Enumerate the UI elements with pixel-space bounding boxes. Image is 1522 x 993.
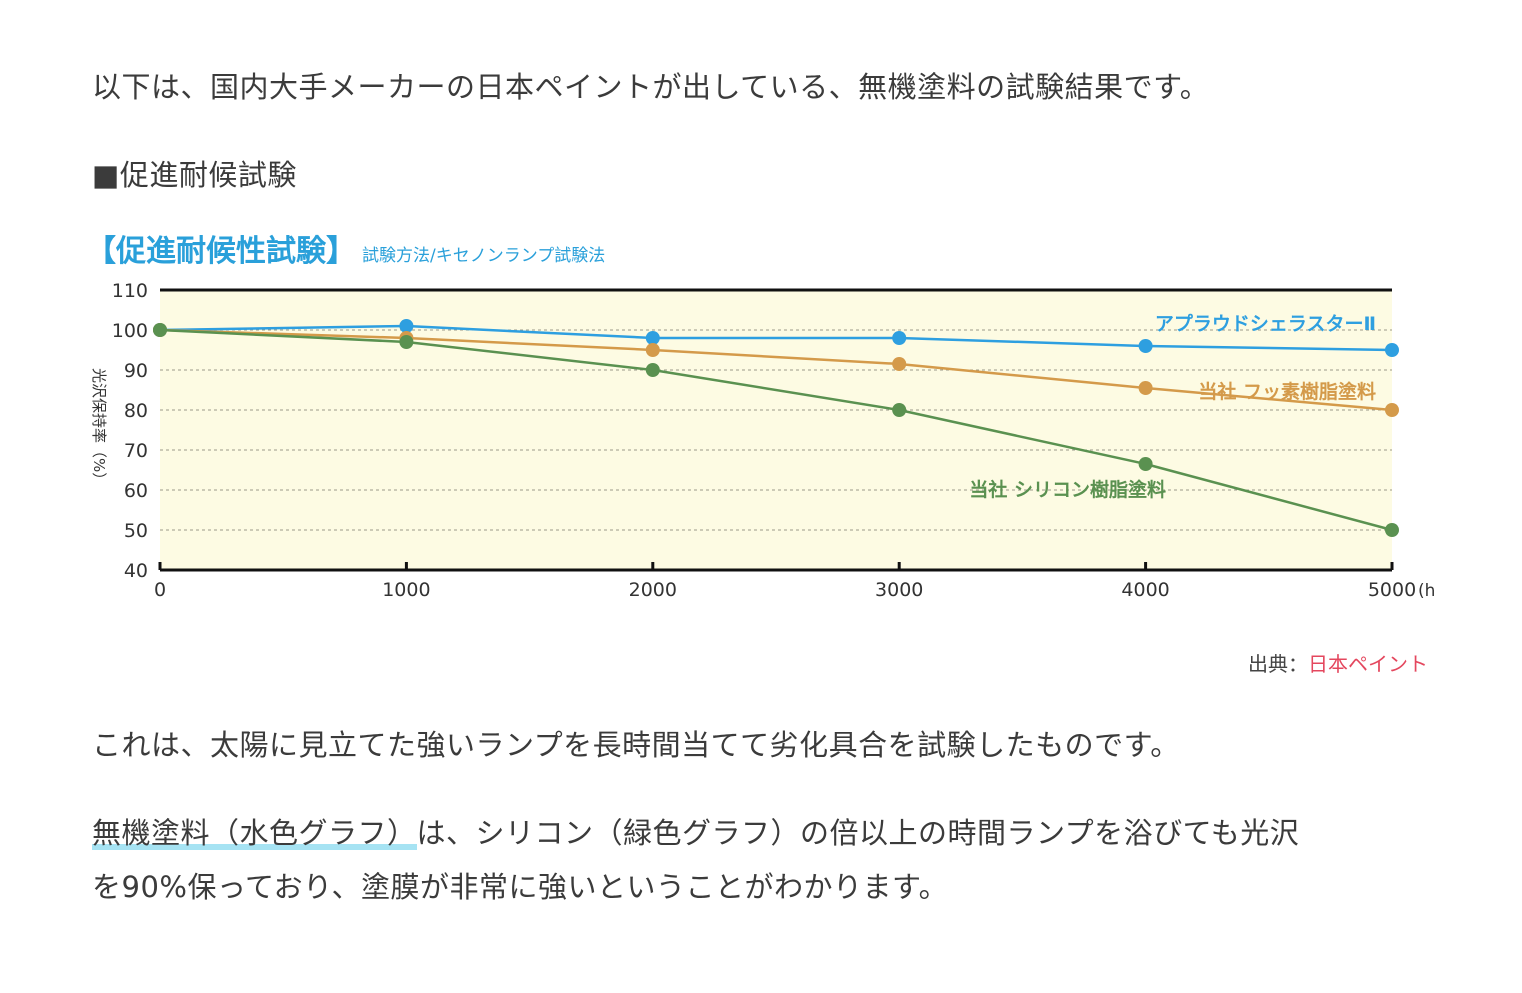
explanation-paragraph: これは、太陽に見立てた強いランプを長時間当てて劣化具合を試験したものです。 <box>92 728 1180 762</box>
source-label: 出典： <box>1248 652 1308 676</box>
x-unit-label: (h) <box>1418 581 1436 601</box>
x-tick-label: 5000 <box>1368 579 1416 601</box>
weathering-chart: 【促進耐候性試験】 試験方法/キセノンランプ試験法 40 50 60 70 80 90 100 1… <box>86 226 1436 606</box>
series-line <box>159 328 1393 412</box>
data-point <box>645 331 660 345</box>
x-tick-label: 2000 <box>629 579 677 601</box>
series-line <box>159 328 1393 532</box>
x-tick-label: 3000 <box>875 579 923 601</box>
data-point <box>1138 339 1153 353</box>
data-point <box>645 363 660 377</box>
series-label: 当社 シリコン樹脂塗料 <box>969 478 1166 501</box>
conclusion-text: は、シリコン（緑色グラフ）の倍以上の時間ランプを浴びても光沢 <box>416 816 1300 850</box>
y-axis-label: 光沢保持率（%） <box>90 368 108 487</box>
data-point <box>1385 523 1399 537</box>
x-tick-label: 0 <box>154 579 166 601</box>
intro-paragraph: 以下は、国内大手メーカーの日本ペイントが出している、無機塗料の試験結果です。 <box>92 70 1210 104</box>
x-tick-label: 4000 <box>1121 579 1169 601</box>
y-tick-label: 60 <box>124 480 148 502</box>
highlight-text: 無機塗料（水色グラフ） <box>92 816 417 850</box>
section-heading: ■促進耐候試験 <box>92 158 297 192</box>
chart-svg: 【促進耐候性試験】 試験方法/キセノンランプ試験法 40 50 60 70 80 90 100 1… <box>86 234 1436 601</box>
series-line <box>159 324 1393 352</box>
source-link[interactable]: 日本ペイント <box>1308 652 1428 676</box>
y-tick-label: 70 <box>124 440 148 462</box>
data-point <box>1138 457 1153 471</box>
data-point <box>645 343 660 357</box>
source-credit: 出典：日本ペイント <box>1248 648 1428 677</box>
y-tick-label: 90 <box>124 360 148 382</box>
y-tick-label: 110 <box>112 280 148 302</box>
conclusion-paragraph: 無機塗料（水色グラフ）は、シリコン（緑色グラフ）の倍以上の時間ランプを浴びても光… <box>92 806 1299 914</box>
chart-subtitle: 試験方法/キセノンランプ試験法 <box>362 246 605 266</box>
y-tick-label: 40 <box>124 560 148 582</box>
data-point <box>892 331 907 345</box>
x-tick-label: 1000 <box>382 579 430 601</box>
y-tick-label: 50 <box>124 520 148 542</box>
y-tick-label: 80 <box>124 400 148 422</box>
series-label: アプラウドシェラスターⅡ <box>1155 312 1376 335</box>
data-point <box>399 335 414 349</box>
data-point <box>892 403 907 417</box>
y-tick-label: 100 <box>112 320 148 342</box>
data-point <box>1385 403 1399 417</box>
data-point <box>399 319 414 333</box>
series-label: 当社 フッ素樹脂塗料 <box>1198 380 1376 403</box>
conclusion-line2: を90%保っており、塗膜が非常に強いということがわかります。 <box>92 870 949 904</box>
data-point <box>153 323 167 337</box>
data-point <box>1138 381 1153 395</box>
data-point <box>1385 343 1399 357</box>
chart-title: 【促進耐候性試験】 <box>86 234 356 269</box>
data-point <box>892 357 907 371</box>
